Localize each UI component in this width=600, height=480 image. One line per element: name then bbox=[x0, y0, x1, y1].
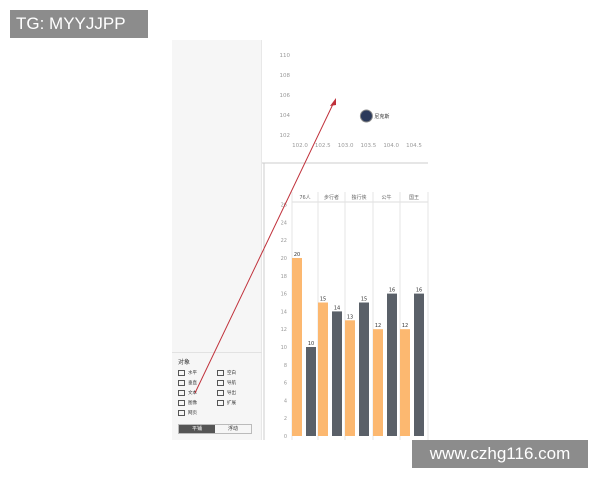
category-label: 步行者 bbox=[324, 194, 339, 201]
y-tick-label: 2 bbox=[284, 416, 287, 422]
object-label: 文本 bbox=[188, 391, 197, 396]
x-tick-label: 104.5 bbox=[406, 143, 422, 149]
object-label: 垂直 bbox=[188, 381, 197, 386]
image-icon bbox=[178, 400, 185, 406]
object-label: 图像 bbox=[188, 401, 197, 406]
object-item[interactable]: 水平 bbox=[178, 370, 217, 376]
objects-title: 对象 bbox=[178, 359, 191, 366]
y-tick-label: 10 bbox=[281, 345, 287, 351]
y-tick-label: 24 bbox=[281, 220, 287, 226]
bar bbox=[387, 293, 397, 436]
category-label: 公牛 bbox=[381, 194, 391, 201]
category-label: 76人 bbox=[299, 195, 310, 201]
horizontal-icon bbox=[178, 370, 185, 376]
object-item[interactable]: 扩展 bbox=[217, 400, 256, 406]
tab-tiled[interactable]: 平铺 bbox=[179, 425, 215, 433]
x-tick-label: 102.5 bbox=[315, 143, 331, 149]
y-tick-label: 108 bbox=[280, 73, 291, 79]
bar-value-label: 20 bbox=[294, 252, 300, 258]
bar bbox=[306, 347, 316, 436]
object-item[interactable]: 垂直 bbox=[178, 380, 217, 386]
bar bbox=[332, 311, 342, 436]
bar-value-label: 16 bbox=[389, 288, 395, 294]
y-tick-label: 16 bbox=[281, 292, 287, 298]
bar-value-label: 15 bbox=[361, 297, 367, 303]
y-tick-label: 106 bbox=[280, 93, 291, 99]
watermark-bottom-right: www.czhg116.com bbox=[412, 440, 588, 468]
bar-value-label: 14 bbox=[334, 305, 340, 311]
tab-floating[interactable]: 浮动 bbox=[227, 426, 238, 432]
category-label: 国王 bbox=[409, 195, 419, 201]
objects-panel: 对象 水平 空白垂直 导航文本 导出图像 扩展网页 平铺 浮动 bbox=[172, 352, 262, 438]
object-item[interactable]: 网页 bbox=[178, 410, 217, 416]
y-tick-label: 104 bbox=[280, 113, 291, 119]
y-tick-label: 6 bbox=[284, 381, 287, 387]
navigation-icon bbox=[217, 380, 224, 386]
y-tick-label: 102 bbox=[280, 133, 291, 139]
bar-value-label: 15 bbox=[320, 297, 326, 303]
text-icon bbox=[178, 390, 185, 396]
y-tick-label: 20 bbox=[281, 256, 287, 262]
y-tick-label: 110 bbox=[280, 53, 291, 59]
y-tick-label: 0 bbox=[284, 434, 287, 440]
bar-value-label: 10 bbox=[308, 341, 314, 347]
watermark-top-left: TG: MYYJJPP bbox=[10, 10, 148, 38]
arrow-line bbox=[194, 101, 335, 394]
object-label: 导航 bbox=[227, 381, 236, 386]
bar-value-label: 12 bbox=[375, 323, 381, 329]
bar bbox=[400, 329, 410, 436]
knicks-logo bbox=[359, 109, 373, 123]
bar bbox=[318, 302, 328, 436]
extension-icon bbox=[217, 400, 224, 406]
bar-value-label: 13 bbox=[347, 314, 353, 320]
object-item[interactable]: 导航 bbox=[217, 380, 256, 386]
layout-toggle: 平铺 浮动 bbox=[178, 424, 252, 434]
x-tick-label: 102.0 bbox=[292, 143, 308, 149]
blank-icon bbox=[217, 370, 224, 376]
y-tick-label: 22 bbox=[281, 238, 287, 244]
y-tick-label: 8 bbox=[284, 363, 287, 369]
bar-value-label: 12 bbox=[402, 323, 408, 329]
export-icon bbox=[217, 390, 224, 396]
x-tick-label: 103.5 bbox=[361, 143, 377, 149]
web-icon bbox=[178, 410, 185, 416]
arrow-head-icon bbox=[330, 98, 336, 106]
bar bbox=[292, 258, 302, 436]
left-panel: 对象 水平 空白垂直 导航文本 导出图像 扩展网页 平铺 浮动 bbox=[172, 40, 262, 440]
y-tick-label: 18 bbox=[281, 274, 287, 280]
object-item[interactable]: 导出 bbox=[217, 390, 256, 396]
bar bbox=[373, 329, 383, 436]
object-item[interactable]: 文本 bbox=[178, 390, 217, 396]
y-tick-label: 14 bbox=[281, 309, 287, 315]
object-label: 扩展 bbox=[227, 401, 236, 406]
bar bbox=[345, 320, 355, 436]
y-tick-label: 26 bbox=[281, 203, 287, 209]
x-tick-label: 103.0 bbox=[338, 143, 354, 149]
bar bbox=[414, 293, 424, 436]
bar-value-label: 16 bbox=[416, 288, 422, 294]
y-tick-label: 4 bbox=[284, 398, 287, 404]
vertical-icon bbox=[178, 380, 185, 386]
y-tick-label: 12 bbox=[281, 327, 287, 333]
bar bbox=[359, 302, 369, 436]
object-label: 导出 bbox=[227, 391, 236, 396]
object-item[interactable]: 图像 bbox=[178, 400, 217, 406]
object-label: 水平 bbox=[188, 371, 197, 376]
x-tick-label: 104.0 bbox=[383, 143, 399, 149]
object-label: 空白 bbox=[227, 371, 236, 376]
point-label: 尼克斯 bbox=[374, 113, 389, 120]
object-label: 网页 bbox=[188, 411, 197, 416]
object-item[interactable]: 空白 bbox=[217, 370, 256, 376]
category-label: 独行侠 bbox=[351, 194, 366, 201]
